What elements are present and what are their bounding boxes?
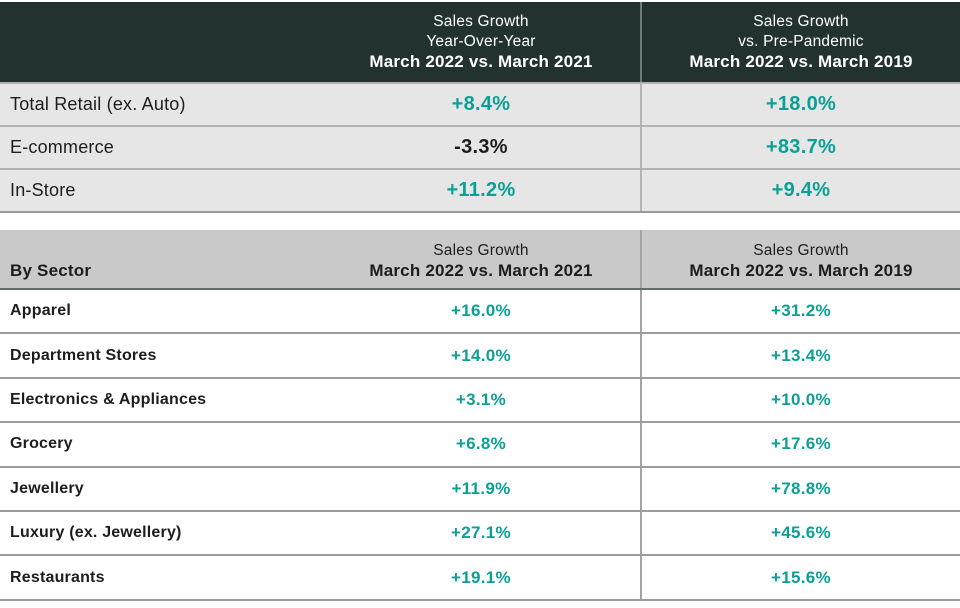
yoy-value: -3.3% <box>454 136 508 158</box>
by-sector-table: By Sector Sales Growth March 2022 vs. Ma… <box>0 230 960 601</box>
table-row-grocery: Grocery +6.8% +17.6% <box>0 423 960 468</box>
row-label: Jewellery <box>10 479 84 497</box>
total-retail-table: Sales Growth Year-Over-Year March 2022 v… <box>0 2 960 213</box>
prepandemic-value: +9.4% <box>640 170 960 211</box>
row-label: Grocery <box>10 435 73 453</box>
yoy-value: +8.4% <box>451 93 511 115</box>
table-bottom-border <box>0 211 960 213</box>
row-label: Total Retail (ex. Auto) <box>10 94 186 114</box>
header-cell-yoy: Sales Growth March 2022 vs. March 2021 <box>322 230 640 288</box>
header-line: March 2022 vs. March 2019 <box>689 261 913 280</box>
table-row-in-store: In-Store +11.2% +9.4% <box>0 168 960 211</box>
header-line: Sales Growth <box>433 242 529 259</box>
header-cell-yoy: Sales Growth Year-Over-Year March 2022 v… <box>322 2 640 82</box>
row-label: Apparel <box>10 302 71 320</box>
header-cell-empty <box>0 2 322 82</box>
yoy-value: +11.2% <box>446 179 516 201</box>
yoy-value: +6.8% <box>455 434 507 454</box>
prepandemic-value: +17.6% <box>640 423 960 466</box>
yoy-value: +11.9% <box>451 478 511 498</box>
yoy-value: +14.0% <box>451 345 511 365</box>
table-row-apparel: Apparel +16.0% +31.2% <box>0 290 960 335</box>
row-label: Department Stores <box>10 346 157 364</box>
header-line: Sales Growth <box>753 13 849 30</box>
table-gap <box>0 213 960 230</box>
total-retail-table-header: Sales Growth Year-Over-Year March 2022 v… <box>0 2 960 82</box>
table-row-department-stores: Department Stores +14.0% +13.4% <box>0 334 960 379</box>
header-line: Sales Growth <box>753 242 849 259</box>
row-label: Electronics & Appliances <box>10 390 207 408</box>
row-label: E-commerce <box>10 137 115 157</box>
prepandemic-value: +45.6% <box>640 511 960 555</box>
table-row-ecommerce: E-commerce -3.3% +83.7% <box>0 125 960 168</box>
yoy-value: +27.1% <box>451 523 511 543</box>
prepandemic-value: +18.0% <box>640 84 960 125</box>
header-line: Year-Over-Year <box>426 33 536 50</box>
prepandemic-value: +78.8% <box>640 467 960 510</box>
header-line: March 2022 vs. March 2019 <box>689 52 913 71</box>
header-cell-prepandemic: Sales Growth vs. Pre-Pandemic March 2022… <box>640 2 960 82</box>
table-row-restaurants: Restaurants +19.1% +15.6% <box>0 556 960 601</box>
row-label: Restaurants <box>10 568 105 586</box>
header-line: vs. Pre-Pandemic <box>738 33 864 50</box>
prepandemic-value: +10.0% <box>640 378 960 422</box>
yoy-value: +16.0% <box>451 301 511 321</box>
prepandemic-value: +83.7% <box>640 127 960 168</box>
header-line: By Sector <box>10 261 92 280</box>
header-cell-prepandemic: Sales Growth March 2022 vs. March 2019 <box>640 230 960 288</box>
header-line: March 2022 vs. March 2021 <box>369 261 593 280</box>
row-label: Luxury (ex. Jewellery) <box>10 524 182 542</box>
header-line: Sales Growth <box>433 13 529 30</box>
table-row-electronics-appliances: Electronics & Appliances +3.1% +10.0% <box>0 378 960 424</box>
row-label: In-Store <box>10 180 76 200</box>
prepandemic-value: +31.2% <box>640 290 960 333</box>
yoy-value: +3.1% <box>455 389 507 409</box>
table-row-total-retail: Total Retail (ex. Auto) +8.4% +18.0% <box>0 82 960 125</box>
table-row-jewellery: Jewellery +11.9% +78.8% <box>0 467 960 512</box>
table-row-luxury: Luxury (ex. Jewellery) +27.1% +45.6% <box>0 511 960 557</box>
header-cell-by-sector: By Sector <box>0 230 322 288</box>
by-sector-table-header: By Sector Sales Growth March 2022 vs. Ma… <box>0 230 960 290</box>
prepandemic-value: +15.6% <box>640 556 960 599</box>
yoy-value: +19.1% <box>451 567 511 587</box>
header-line: March 2022 vs. March 2021 <box>369 52 593 71</box>
prepandemic-value: +13.4% <box>640 334 960 377</box>
